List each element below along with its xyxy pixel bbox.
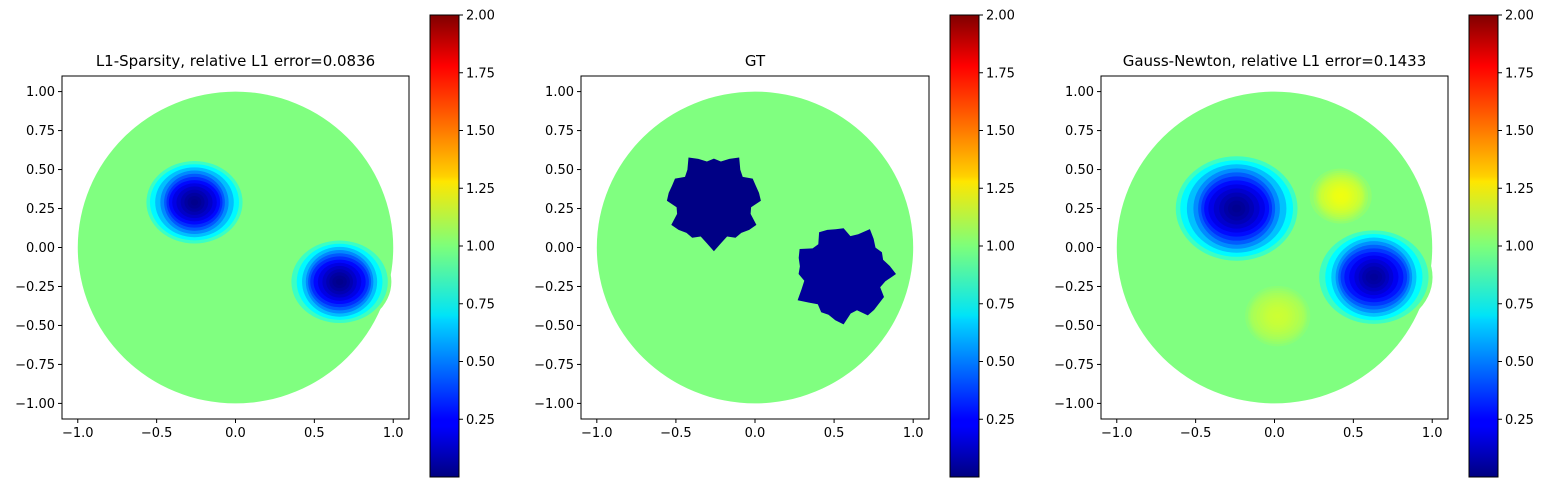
subplot-3: −1.0 −0.5 0.0 0.5 1.0 1.00 0.75 0.50 0.25 0.00 −0.…: [1054, 9, 1534, 478]
x-tick-label: −0.5: [141, 426, 173, 441]
y-tick-label: 0.50: [1065, 163, 1094, 178]
y-tick-label: 0.50: [26, 163, 55, 178]
x-tick-label: 0.0: [225, 426, 246, 441]
x-tick-label: 1.0: [383, 426, 404, 441]
x-tick-label: 0.5: [824, 426, 845, 441]
subplot-title: Gauss-Newton, relative L1 error=0.1433: [1123, 52, 1427, 70]
colorbar-tick-label: 1.25: [466, 182, 495, 197]
colorbar-tick-label: 1.50: [466, 124, 495, 139]
y-tick-label: −0.25: [15, 280, 55, 295]
y-tick-label: 0.25: [26, 202, 55, 217]
colorbar-tick-label: 2.00: [466, 9, 495, 24]
colorbar: 2.00 1.75 1.50 1.25 1.00 0.75 0.50 0.25: [1468, 9, 1534, 478]
y-tick-label: 1.00: [26, 85, 55, 100]
inclusion-4: [1240, 283, 1315, 349]
y-tick-label: −0.75: [1054, 358, 1094, 373]
colorbar-tick-label: 0.25: [466, 413, 495, 428]
inclusion-2: [1315, 226, 1433, 328]
x-tick-label: −0.5: [1180, 426, 1212, 441]
colorbar-tick-label: 0.25: [1505, 413, 1534, 428]
x-tick-label: 0.0: [745, 426, 766, 441]
colorbar-tick-label: 0.50: [466, 355, 495, 370]
colorbar-tick-label: 0.75: [986, 297, 1015, 312]
inclusion-1: [666, 157, 761, 252]
colorbar-tick-label: 1.00: [1505, 240, 1534, 255]
y-tick-label: −0.50: [534, 319, 574, 334]
x-tick-label: −1.0: [581, 426, 613, 441]
inclusion-2: [797, 228, 896, 325]
y-tick-label: −1.00: [1054, 397, 1094, 412]
colorbar-tick-label: 0.50: [1505, 355, 1534, 370]
x-tick-label: −1.0: [1101, 426, 1133, 441]
disk-domain: [596, 91, 914, 404]
x-tick-label: 0.0: [1264, 426, 1285, 441]
colorbar-tick-label: 1.00: [466, 240, 495, 255]
x-tick-label: 1.0: [1422, 426, 1443, 441]
y-tick-label: −0.50: [1054, 319, 1094, 334]
colorbar-tick-label: 1.25: [1505, 182, 1534, 197]
y-tick-label: 0.25: [1065, 202, 1094, 217]
y-tick-label: −0.75: [534, 358, 574, 373]
colorbar: 2.00 1.75 1.50 1.25 1.00 0.75 0.50 0.25: [429, 9, 495, 478]
y-tick-label: 0.00: [1065, 241, 1094, 256]
colorbar-tick-label: 0.75: [466, 297, 495, 312]
x-tick-label: 0.5: [304, 426, 325, 441]
y-tick-label: 0.00: [545, 241, 574, 256]
y-tick-label: −0.25: [534, 280, 574, 295]
subplot-title: L1-Sparsity, relative L1 error=0.0836: [96, 52, 375, 70]
colorbar-tick-label: 1.75: [1505, 66, 1534, 81]
y-tick-label: 0.75: [26, 124, 55, 139]
x-tick-label: −1.0: [62, 426, 94, 441]
subplot-1: −1.0 −0.5 0.0 0.5 1.0 1.00 0.75 0.50 0.25 0.00 −0.…: [15, 9, 495, 478]
colorbar-tick-label: 0.50: [986, 355, 1015, 370]
inclusion-3: [1306, 166, 1376, 226]
colorbar-tick-label: 1.50: [1505, 124, 1534, 139]
y-tick-label: 0.50: [545, 163, 574, 178]
colorbar-tick-label: 0.25: [986, 413, 1015, 428]
y-tick-label: −1.00: [15, 397, 55, 412]
y-tick-label: −0.75: [15, 358, 55, 373]
disk-domain: [77, 91, 394, 404]
y-tick-label: −0.50: [15, 319, 55, 334]
colorbar-tick-label: 1.50: [986, 124, 1015, 139]
inclusion-2: [287, 237, 392, 327]
y-tick-label: −1.00: [534, 397, 574, 412]
subplot-title: GT: [745, 52, 766, 70]
y-tick-label: 0.00: [26, 241, 55, 256]
colorbar-gradient: [1469, 15, 1498, 477]
y-tick-label: 0.75: [1065, 124, 1094, 139]
x-tick-label: 1.0: [903, 426, 924, 441]
y-tick-label: 1.00: [1065, 85, 1094, 100]
colorbar-tick-label: 1.75: [466, 66, 495, 81]
colorbar-tick-label: 1.75: [986, 66, 1015, 81]
colorbar-tick-label: 2.00: [1505, 9, 1534, 24]
colorbar-gradient: [950, 15, 979, 477]
colorbar-tick-label: 2.00: [986, 9, 1015, 24]
colorbar-tick-label: 0.75: [1505, 297, 1534, 312]
x-tick-label: −0.5: [660, 426, 692, 441]
y-tick-label: −0.25: [1054, 280, 1094, 295]
colorbar-tick-label: 1.25: [986, 182, 1015, 197]
subplot-2: −1.0 −0.5 0.0 0.5 1.0 1.00 0.75 0.50 0.25 0.00 −0.…: [534, 9, 1015, 478]
inclusion-1: [1173, 152, 1300, 265]
colorbar: 2.00 1.75 1.50 1.25 1.00 0.75 0.50 0.25: [949, 9, 1015, 478]
x-tick-label: 0.5: [1343, 426, 1364, 441]
y-tick-label: 1.00: [545, 85, 574, 100]
inclusion-1: [144, 157, 245, 247]
colorbar-gradient: [430, 15, 459, 477]
y-tick-label: 0.75: [545, 124, 574, 139]
colorbar-tick-label: 1.00: [986, 240, 1015, 255]
y-tick-label: 0.25: [545, 202, 574, 217]
